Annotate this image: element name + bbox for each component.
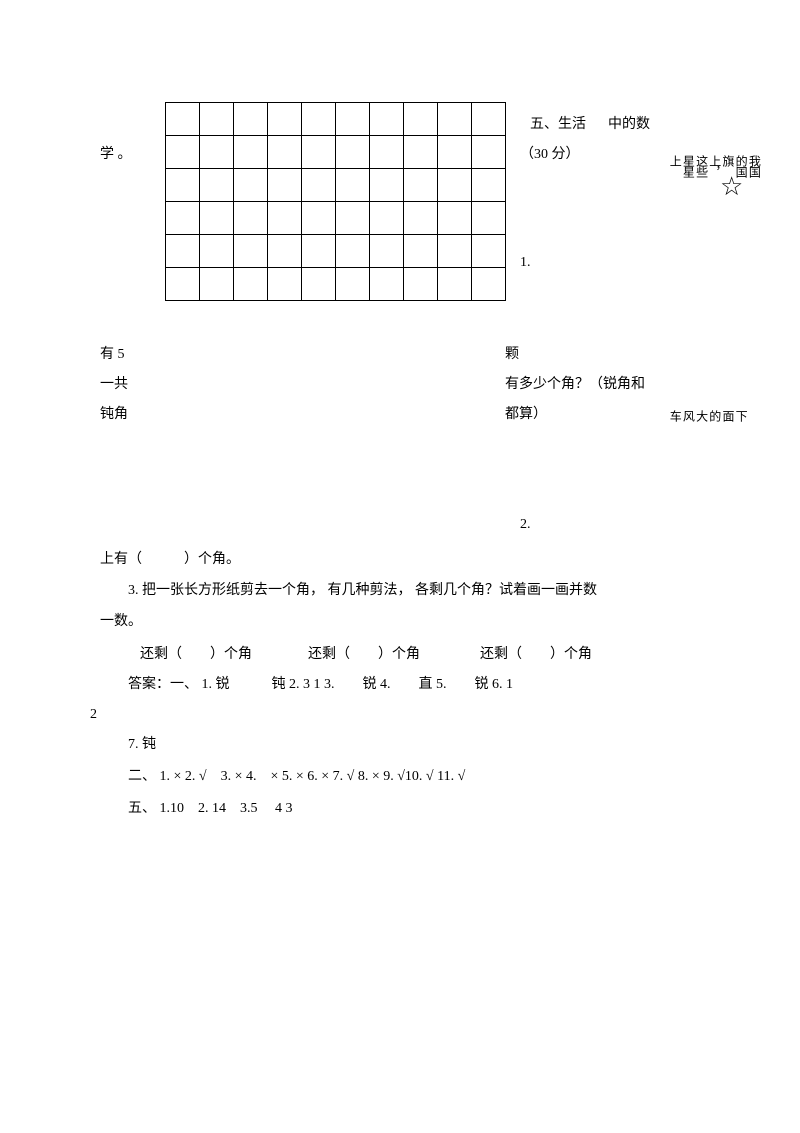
document-page: 五、生活 中的数 学 。 （30 分） ☆ 我国的国旗上，这些星星上 1. 有 … (0, 0, 800, 140)
section5-title-b: 中的数 (608, 110, 650, 141)
vertical-text-2: 下面的大风车 (668, 410, 747, 421)
answer-line-1: 答案：一、 1. 锐 钝 2. 3 1 3. 锐 4. 直 5. 锐 6. 1 (100, 670, 700, 701)
q3-text-2: 一数。 (100, 607, 700, 638)
line-dunjiao-a: 钝角 (100, 400, 128, 431)
line-yigong-a: 一共 (100, 370, 128, 401)
line-you5-a: 有 5 (100, 340, 125, 371)
section5-points: （30 分） (520, 140, 580, 171)
remain-3: 还剩（ ）个角 (480, 640, 592, 671)
q2-text: 上有（ ）个角。 (100, 545, 700, 576)
remain-2: 还剩（ ）个角 (308, 640, 420, 671)
q3-text-1: 3. 把一张长方形纸剪去一个角， 有几种剪法， 各剩几个角？试着画一画并数 (100, 576, 700, 607)
q2-number: 2. (520, 510, 531, 541)
line-yigong-b: 有多少个角？（锐角和 (505, 370, 645, 401)
line-dunjiao-b: 都算） (505, 400, 547, 431)
line-you5-b: 颗 (505, 340, 519, 371)
answer-line-3: 二、 1. × 2. √ 3. × 4. × 5. × 6. × 7. √ 8.… (100, 762, 700, 793)
vertical-text-1: 我国的国旗上，这些星星上 (668, 155, 760, 177)
q1-number: 1. (520, 248, 531, 279)
grid-diagram (165, 102, 506, 301)
answer-line-2: 7. 钝 (100, 730, 700, 761)
section5-title-a: 五、生活 (530, 110, 586, 141)
answer-line-4: 五、 1.10 2. 14 3.5 4 3 (100, 794, 700, 825)
answer-line-1-end: 2 (90, 700, 690, 731)
section5-subtitle-a: 学 。 (100, 140, 132, 171)
remain-1: 还剩（ ）个角 (140, 640, 252, 671)
